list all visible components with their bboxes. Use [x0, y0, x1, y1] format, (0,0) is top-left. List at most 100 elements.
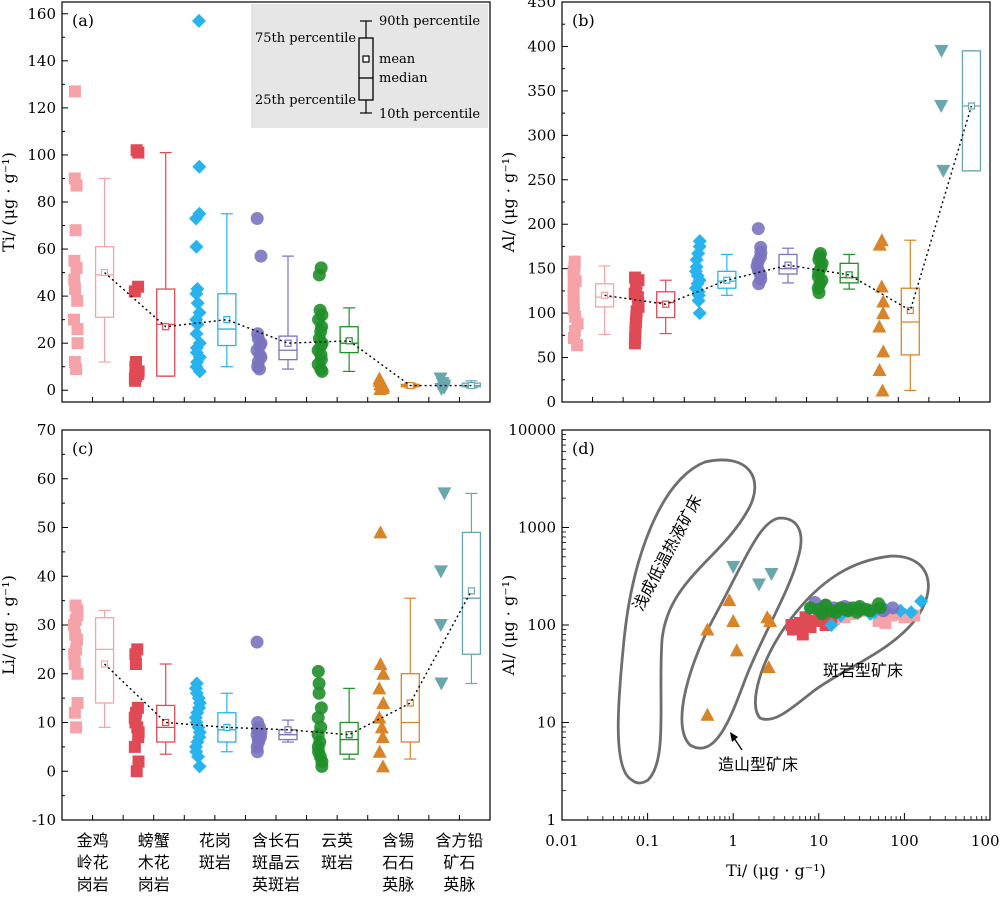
box-iqr	[94, 246, 115, 318]
data-point	[689, 252, 704, 267]
box-iqr	[839, 262, 859, 284]
data-point	[815, 607, 829, 621]
category-label-line: 含长石	[252, 831, 300, 850]
series-hanxi	[872, 233, 920, 397]
mean-marker	[406, 699, 414, 707]
field-orogenic-outline	[680, 516, 803, 750]
series-jinji	[67, 85, 115, 376]
field-orogenic-label: 造山型矿床	[718, 755, 798, 774]
category-label-line: 岗岩	[77, 875, 109, 894]
data-point	[130, 765, 143, 778]
panel-a: 0 20 40 60 80 100 120 140 160 (a) Ti/ (μg · g⁻¹)	[0, 1, 491, 403]
x-tick-label: 0.01	[545, 832, 578, 850]
data-point	[250, 635, 264, 649]
data-point	[71, 633, 84, 646]
series-hanfang	[433, 372, 482, 397]
data-point	[71, 294, 84, 307]
data-point	[934, 100, 949, 113]
category-label-line: 英斑岩	[252, 875, 300, 894]
series-hanxi	[372, 525, 420, 773]
box-iqr	[461, 531, 482, 655]
data-point	[372, 744, 387, 758]
panel-label: (d)	[572, 439, 595, 458]
data-point	[192, 364, 207, 379]
data-point	[128, 740, 141, 753]
mean-marker	[345, 337, 353, 345]
data-point	[250, 211, 264, 225]
y-tick-label: 1	[546, 811, 556, 829]
data-point	[315, 759, 329, 773]
y-tick-label: 70	[37, 421, 56, 439]
data-point	[129, 374, 142, 387]
legend-p10: 10th percentile	[379, 107, 480, 122]
panel-label: (b)	[572, 11, 595, 30]
mean-trend-line	[604, 105, 973, 312]
data-point	[824, 618, 839, 632]
data-point	[873, 601, 887, 615]
legend-mean	[362, 55, 370, 63]
category-label-line: 花岗	[199, 831, 231, 850]
data-point	[812, 286, 826, 300]
data-point	[437, 487, 452, 501]
category-label-line: 岗岩	[138, 875, 170, 894]
data-point	[192, 759, 207, 774]
data-point	[68, 706, 81, 719]
series-hanchang	[250, 211, 298, 376]
series-yunying	[311, 261, 359, 378]
y-tick-label: 0	[46, 381, 56, 399]
data-point	[796, 628, 809, 641]
data-point	[373, 525, 388, 539]
data-point	[191, 749, 206, 764]
category-label-line: 含方铅	[435, 831, 483, 850]
y-axis-label: Ti/ (μg · g⁻¹)	[0, 152, 18, 252]
data-point	[372, 710, 387, 724]
box-iqr	[778, 253, 798, 275]
field-epithermal-outline	[616, 458, 757, 785]
data-point	[68, 85, 81, 98]
plot-frame	[561, 1, 991, 403]
mean-marker	[723, 276, 731, 284]
data-point	[373, 382, 388, 396]
data-point	[876, 294, 891, 308]
series-hanxi	[372, 371, 420, 396]
data-point	[764, 568, 779, 582]
x-axis-label: Ti/ (μg · g⁻¹)	[726, 861, 826, 880]
box-iqr	[594, 283, 615, 308]
x-tick-label: 0.1	[636, 832, 660, 850]
y-axis-label: Li/ (μg · g⁻¹)	[0, 575, 18, 675]
data-point	[729, 643, 744, 657]
data-point	[375, 759, 390, 773]
data-point	[71, 667, 84, 680]
category-label-line: 斑岩	[321, 853, 353, 872]
series-hanchang	[250, 635, 298, 759]
data-point	[700, 622, 715, 636]
y-tick-label: 30	[37, 616, 56, 634]
data-point	[190, 296, 205, 311]
arrow-line	[733, 737, 743, 751]
data-point	[936, 164, 951, 178]
data-point	[372, 681, 387, 695]
series-huagang	[688, 234, 737, 321]
y-axis-label: Al/ (μg · g⁻¹)	[499, 152, 518, 254]
y-tick-label: 40	[37, 567, 56, 585]
data-point	[691, 293, 706, 308]
data-point	[70, 721, 83, 734]
category-label-line: 矿石	[443, 853, 475, 872]
data-point	[700, 707, 715, 721]
data-point	[726, 613, 741, 627]
data-point	[904, 605, 919, 620]
data-point	[434, 383, 449, 397]
data-point	[71, 337, 84, 350]
series-hanxi	[700, 593, 778, 721]
legend-background	[251, 4, 488, 128]
data-point	[67, 619, 80, 631]
data-point	[433, 619, 448, 632]
data-point	[191, 13, 206, 28]
category-label-line: 螃蟹	[138, 831, 170, 850]
legend-p25: 25th percentile	[255, 93, 356, 108]
category-label-line: 岭花	[77, 853, 109, 872]
y-tick-label: 100	[27, 146, 56, 164]
category-label-line: 木花	[138, 853, 170, 872]
